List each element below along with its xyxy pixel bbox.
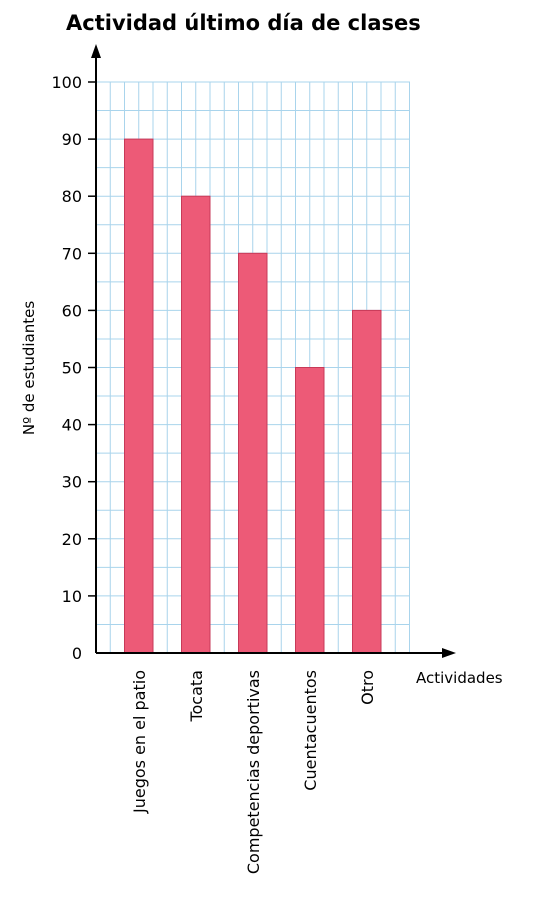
bar-4 xyxy=(295,367,325,654)
y-ticks: 0 10 20 30 40 50 60 70 80 90 100 xyxy=(51,73,96,663)
axes xyxy=(91,44,456,658)
y-tick-label: 0 xyxy=(72,644,82,663)
x-category-labels: Juegos en el patio Tocata Competencias dep… xyxy=(130,670,377,874)
x-axis-arrow xyxy=(442,648,456,658)
y-tick-label: 90 xyxy=(62,130,82,149)
bar-3 xyxy=(238,252,268,654)
bar-2 xyxy=(181,195,211,654)
y-tick-label: 70 xyxy=(62,244,82,263)
y-tick-label: 60 xyxy=(62,301,82,320)
y-tick-label: 10 xyxy=(62,587,82,606)
bar-1 xyxy=(124,138,154,654)
bar-5 xyxy=(352,309,382,654)
x-category-label: Tocata xyxy=(187,670,206,723)
y-tick-label: 40 xyxy=(62,416,82,435)
y-axis-arrow xyxy=(91,44,101,58)
chart-title: Actividad último día de clases xyxy=(66,11,421,35)
x-category-label: Cuentacuentos xyxy=(301,670,320,791)
x-category-label: Juegos en el patio xyxy=(130,670,149,814)
y-axis-label: Nº de estudiantes xyxy=(20,301,38,436)
y-tick-label: 80 xyxy=(62,187,82,206)
y-tick-label: 100 xyxy=(51,73,82,92)
x-category-label: Competencias deportivas xyxy=(244,670,263,874)
x-axis-label: Actividades xyxy=(416,669,503,687)
x-category-label: Otro xyxy=(358,670,377,705)
y-tick-label: 20 xyxy=(62,530,82,549)
y-tick-label: 30 xyxy=(62,473,82,492)
y-tick-label: 50 xyxy=(62,359,82,378)
